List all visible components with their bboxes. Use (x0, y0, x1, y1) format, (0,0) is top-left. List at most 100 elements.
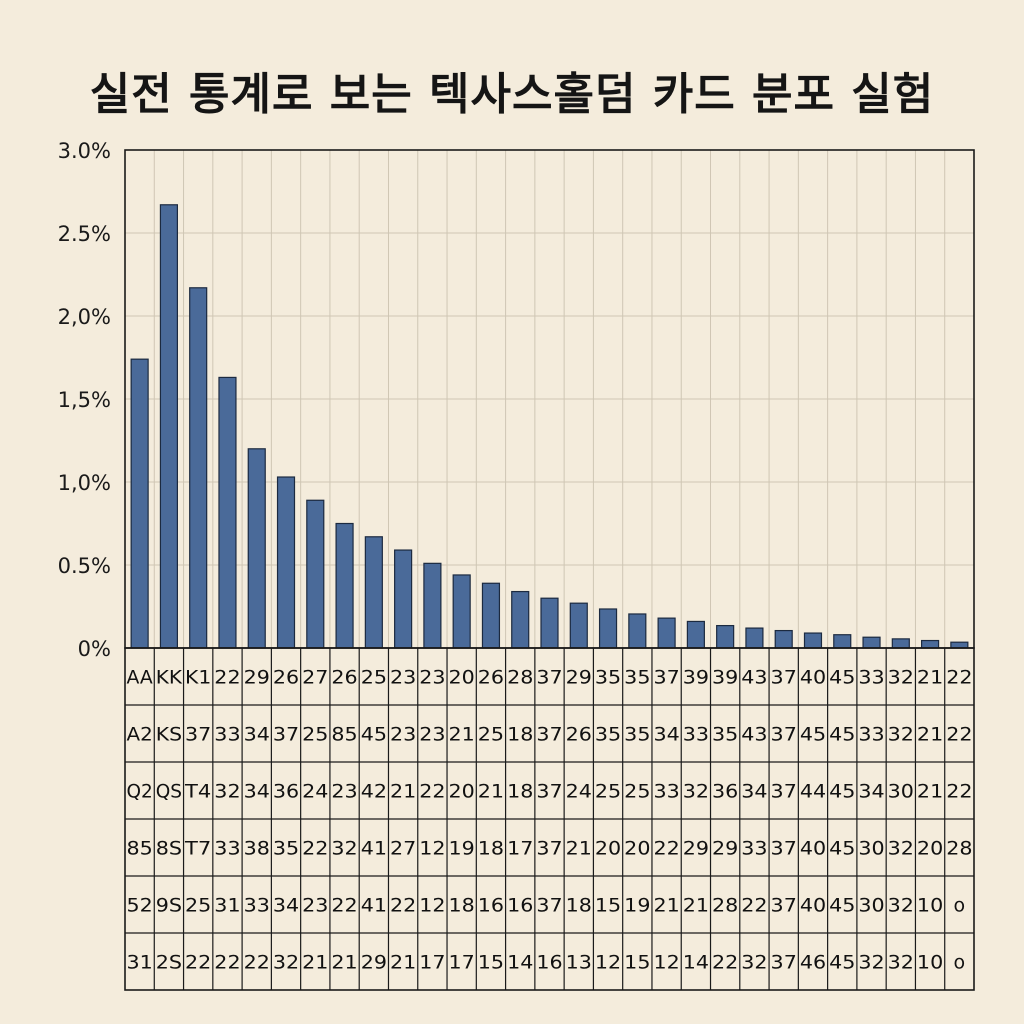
table-cell: 37 (771, 838, 797, 860)
table-cell: T7 (184, 838, 211, 860)
table-cell: 41 (361, 895, 387, 917)
bar (159, 204, 179, 649)
table-cell: 37 (536, 667, 562, 689)
table-cell: 33 (741, 838, 767, 860)
table-cell: 32 (888, 724, 914, 746)
table-cell: 22 (214, 952, 240, 974)
table-cell: 33 (214, 838, 240, 860)
table-cell: 33 (858, 724, 884, 746)
table-cell: 36 (712, 781, 738, 803)
table-cell: 22 (653, 838, 679, 860)
table-cell: 25 (595, 781, 621, 803)
table-cell: 32 (683, 781, 709, 803)
table-cell: 27 (390, 838, 416, 860)
table-cell: 23 (390, 724, 416, 746)
chart-title: 실전 통계로 보는 텍사스홀덤 카드 분포 실험 (89, 69, 935, 120)
bar (833, 634, 852, 649)
table-cell: 18 (566, 895, 592, 917)
bar (891, 638, 910, 649)
table-cell: 37 (536, 895, 562, 917)
table-cell: 85 (127, 838, 153, 860)
table-cell: 26 (273, 667, 299, 689)
bar (774, 629, 793, 649)
table-cell: 35 (273, 838, 299, 860)
y-tick-label: 2,0% (58, 305, 111, 329)
table-cell: 19 (449, 838, 475, 860)
table-cell: 10 (917, 952, 943, 974)
y-tick-label: 0.5% (58, 554, 111, 578)
table-cell: 14 (507, 952, 533, 974)
bar (745, 627, 764, 649)
table-cell: 16 (478, 895, 504, 917)
table-cell: Q2 (127, 781, 153, 803)
bar (452, 574, 471, 649)
bar (540, 597, 559, 649)
bar (803, 632, 823, 649)
table-cell: 40 (800, 838, 826, 860)
table-cell: 25 (478, 724, 504, 746)
table-cell: 37 (771, 724, 797, 746)
table-cell: 22 (946, 724, 972, 746)
table-cell: 20 (449, 781, 475, 803)
table-cell: 45 (829, 895, 855, 917)
table-cell: T4 (184, 781, 211, 803)
table-cell: 18 (478, 838, 504, 860)
table-cell: 40 (800, 667, 826, 689)
table-cell: A2 (127, 724, 153, 746)
table-cell: 45 (829, 667, 855, 689)
table-cell: 52 (127, 895, 153, 917)
table-cell: 42 (361, 781, 387, 803)
table-cell: 12 (419, 838, 445, 860)
table-cell: 21 (390, 952, 416, 974)
table-cell: 46 (800, 952, 826, 974)
table-cell: 37 (185, 724, 211, 746)
table-cell: 37 (536, 724, 562, 746)
table-cell: 36 (273, 781, 299, 803)
table-cell: 85 (331, 724, 357, 746)
bar (247, 448, 266, 649)
table-cell: 27 (302, 667, 328, 689)
bar (364, 536, 383, 649)
table-cell: 22 (946, 781, 972, 803)
table-cell: 26 (566, 724, 592, 746)
table-cell: 21 (478, 781, 504, 803)
table-cell: 25 (361, 667, 387, 689)
table-cell: 45 (829, 724, 855, 746)
table-cell: QS (156, 781, 182, 803)
table-cell: 12 (419, 895, 445, 917)
table-cell: 21 (331, 952, 357, 974)
table-cell: 18 (507, 724, 533, 746)
table-cell: 18 (449, 895, 475, 917)
table-cell: 34 (858, 781, 884, 803)
table-cell: o (954, 952, 966, 974)
table-cell: o (954, 895, 966, 917)
table-cell: 22 (741, 895, 767, 917)
table-cell: 32 (858, 952, 884, 974)
table-cell: 21 (302, 952, 328, 974)
table-cell: 45 (800, 724, 826, 746)
table-cell: 45 (361, 724, 387, 746)
table-cell: 29 (683, 838, 709, 860)
table-cell: 21 (653, 895, 679, 917)
table-cell: 13 (566, 952, 592, 974)
table-cell: 2S (156, 952, 182, 974)
table-cell: 37 (536, 838, 562, 860)
grid-layer (125, 150, 974, 648)
table-cell: 16 (507, 895, 533, 917)
table-cell: 21 (449, 724, 475, 746)
table-cell: 20 (595, 838, 621, 860)
table-cell: AA (127, 667, 153, 689)
table-cell: 32 (273, 952, 299, 974)
table-cell: 22 (185, 952, 211, 974)
table-cell: 17 (419, 952, 445, 974)
table-cell: 28 (946, 838, 972, 860)
table-cell: 37 (653, 667, 679, 689)
bar (628, 613, 647, 649)
table-cell: 12 (595, 952, 621, 974)
table-cell: 22 (244, 952, 270, 974)
table-cell: 39 (683, 667, 709, 689)
table-cell: 17 (449, 952, 475, 974)
table-cell: 23 (419, 724, 445, 746)
table-cell: 19 (624, 895, 650, 917)
